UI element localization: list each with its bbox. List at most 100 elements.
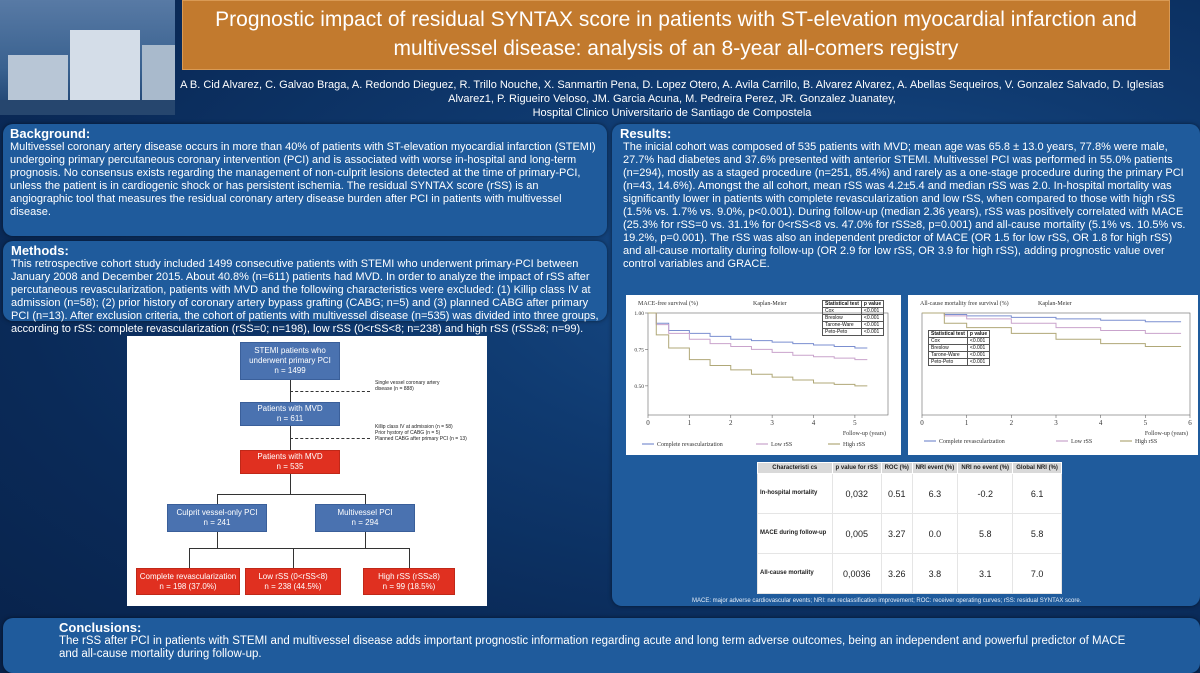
table-row: All-cause mortality 0,0036 3.26 3.8 3.1 7.0 bbox=[757, 553, 1062, 594]
plot-frame bbox=[647, 312, 889, 416]
table-row-label: All-cause mortality bbox=[757, 553, 833, 594]
table-header: NRI no event (%) bbox=[957, 462, 1014, 474]
results-text: The inicial cohort was composed of 535 p… bbox=[623, 141, 1186, 270]
table-cell: 5.8 bbox=[1012, 513, 1062, 554]
table-cell: 0,032 bbox=[831, 473, 882, 514]
plot-frame bbox=[921, 312, 1191, 416]
background-text: Multivessel coronary artery disease occu… bbox=[10, 141, 596, 218]
flow-mvd-box: Patients with MVD n = 611 bbox=[240, 402, 340, 426]
flow-high-rss-count: n = 99 (18.5%) bbox=[382, 581, 436, 591]
x-axis-label: Follow-up (years) bbox=[843, 430, 886, 437]
flow-complete-box: Complete revascularization n = 198 (37.0… bbox=[136, 568, 240, 595]
authors-text: A B. Cid Alvarez, C. Galvao Braga, A. Re… bbox=[180, 79, 1164, 105]
flow-exclusion-notes: Killip class IV at admission (n = 58) Pr… bbox=[375, 424, 485, 442]
y-tick-label: 0.50 bbox=[634, 384, 644, 390]
legend-entry: Low rSS bbox=[1071, 439, 1092, 445]
legend-entry: Complete revascularization bbox=[939, 439, 1005, 445]
title-banner: Prognostic impact of residual SYNTAX sco… bbox=[182, 0, 1170, 70]
flow-mvd535-box: Patients with MVD n = 535 bbox=[240, 450, 340, 474]
flow-multivessel-count: n = 294 bbox=[351, 518, 379, 527]
x-axis-label: Follow-up (years) bbox=[1145, 430, 1188, 437]
km-mace-chart: MACE-free survival (%) Kaplan-Meier Stat… bbox=[626, 295, 901, 455]
table-cell: 7.0 bbox=[1012, 553, 1062, 594]
legend-entry: High rSS bbox=[843, 442, 865, 448]
flow-mvd535-label: Patients with MVD bbox=[257, 452, 323, 461]
x-tick-label: 6 bbox=[1188, 419, 1192, 427]
km-mortality-stat-table: Statistical test p value Cox <0.001 Breslo… bbox=[928, 330, 991, 366]
background-section: Background: Multivessel coronary artery … bbox=[3, 124, 607, 236]
flow-stemi-count: n = 1499 bbox=[274, 366, 306, 375]
x-tick-label: 0 bbox=[920, 419, 924, 427]
legend-entry: Complete revascularization bbox=[657, 442, 723, 448]
patient-flowchart: STEMI patients who underwent primary PCI… bbox=[127, 336, 487, 606]
km-curve bbox=[922, 312, 1182, 334]
flow-low-rss-box: Low rSS (0<rSS<8) n = 238 (44.5%) bbox=[245, 568, 341, 595]
flow-high-rss-label: High rSS (rSS≥8) bbox=[378, 571, 440, 581]
table-header: Characteristi cs bbox=[757, 462, 833, 474]
background-heading: Background: bbox=[10, 126, 91, 141]
km-mace-stat-table: Statistical test p value Cox <0.001 Breslo… bbox=[822, 300, 885, 336]
table-row: MACE during follow-up 0,005 3.27 0.0 5.8 5.8 bbox=[757, 513, 1062, 554]
poster-title: Prognostic impact of residual SYNTAX sco… bbox=[215, 8, 1137, 60]
flow-stemi-box: STEMI patients who underwent primary PCI… bbox=[240, 342, 340, 380]
table-header: NRI event (%) bbox=[911, 462, 959, 474]
flow-note-planned-cabg: Planned CABG after primary PCI (n = 13) bbox=[375, 436, 467, 442]
x-tick-label: 1 bbox=[965, 419, 969, 427]
flow-culprit-count: n = 241 bbox=[203, 518, 231, 527]
flow-mvd-label: Patients with MVD bbox=[257, 404, 323, 413]
flow-multivessel-label: Multivessel PCI bbox=[337, 508, 393, 517]
flow-complete-count: n = 198 (37.0%) bbox=[159, 581, 217, 591]
flow-culprit-label: Culprit vessel-only PCI bbox=[176, 508, 258, 517]
x-tick-label: 2 bbox=[729, 419, 733, 427]
flow-culprit-box: Culprit vessel-only PCI n = 241 bbox=[167, 504, 267, 532]
table-cell: 0.0 bbox=[911, 513, 959, 554]
flow-low-rss-count: n = 238 (44.5%) bbox=[264, 581, 322, 591]
methods-heading: Methods: bbox=[11, 243, 69, 258]
x-tick-label: 4 bbox=[1099, 419, 1103, 427]
table-row: In-hospital mortality 0,032 0.51 6.3 -0.2 6.1 bbox=[757, 473, 1062, 514]
km-curve bbox=[922, 312, 1182, 348]
table-cell: 3.27 bbox=[880, 513, 913, 554]
table-footnote: MACE: major adverse cardiovascular event… bbox=[692, 598, 1082, 604]
table-row-label: MACE during follow-up bbox=[757, 513, 833, 554]
km-mortality-subtitle: Kaplan-Meier bbox=[1038, 301, 1072, 307]
table-cell: 3.8 bbox=[911, 553, 959, 594]
y-tick-label: 0.75 bbox=[634, 347, 644, 353]
conclusions-text: The rSS after PCI in patients with STEMI… bbox=[59, 635, 1126, 660]
flow-multivessel-box: Multivessel PCI n = 294 bbox=[315, 504, 415, 532]
nri-table: Characteristi cs p value for rSS ROC (%) NR… bbox=[757, 462, 1062, 594]
author-list: A B. Cid Alvarez, C. Galvao Braga, A. Re… bbox=[172, 78, 1172, 120]
x-tick-label: 0 bbox=[646, 419, 650, 427]
flow-low-rss-label: Low rSS (0<rSS<8) bbox=[258, 571, 328, 581]
x-tick-label: 2 bbox=[1010, 419, 1014, 427]
table-cell: 6.1 bbox=[1012, 473, 1062, 514]
table-cell: 6.3 bbox=[911, 473, 959, 514]
flow-complete-label: Complete revascularization bbox=[139, 571, 237, 581]
hospital-photo bbox=[0, 0, 175, 115]
table-cell: 3.26 bbox=[880, 553, 913, 594]
legend-entry: High rSS bbox=[1135, 439, 1157, 445]
x-tick-label: 4 bbox=[812, 419, 816, 427]
km-curve bbox=[648, 312, 868, 361]
conclusions-section: Conclusions: The rSS after PCI in patien… bbox=[3, 618, 1200, 673]
stat-p: <0.001 bbox=[860, 328, 885, 336]
methods-text: This retrospective cohort study included… bbox=[11, 258, 599, 335]
flow-note-cabg: Prior hystory of CABG (n = 5) bbox=[375, 430, 441, 436]
km-mortality-chart: All-cause mortality free survival (%) Ka… bbox=[908, 295, 1198, 455]
table-row-label: In-hospital mortality bbox=[757, 473, 833, 514]
results-heading: Results: bbox=[620, 126, 672, 141]
affiliation: Hospital Clinico Universitario de Santia… bbox=[532, 107, 812, 119]
km-mace-title: MACE-free survival (%) bbox=[638, 301, 698, 307]
x-tick-label: 5 bbox=[853, 419, 857, 427]
y-tick-label: 1.00 bbox=[634, 311, 644, 317]
km-curve bbox=[922, 312, 1182, 323]
km-curve bbox=[648, 312, 868, 387]
table-header: ROC (%) bbox=[880, 462, 913, 474]
table-cell: 3.1 bbox=[957, 553, 1014, 594]
flow-mvd535-count: n = 535 bbox=[276, 462, 304, 471]
x-tick-label: 3 bbox=[770, 419, 774, 427]
table-cell: 0,0036 bbox=[831, 553, 882, 594]
stat-p: <0.001 bbox=[966, 358, 991, 366]
km-mace-plot: 0 1 2 3 4 5 1.00 0.75 0.50 Follow-up (years) Compl… bbox=[634, 311, 889, 448]
